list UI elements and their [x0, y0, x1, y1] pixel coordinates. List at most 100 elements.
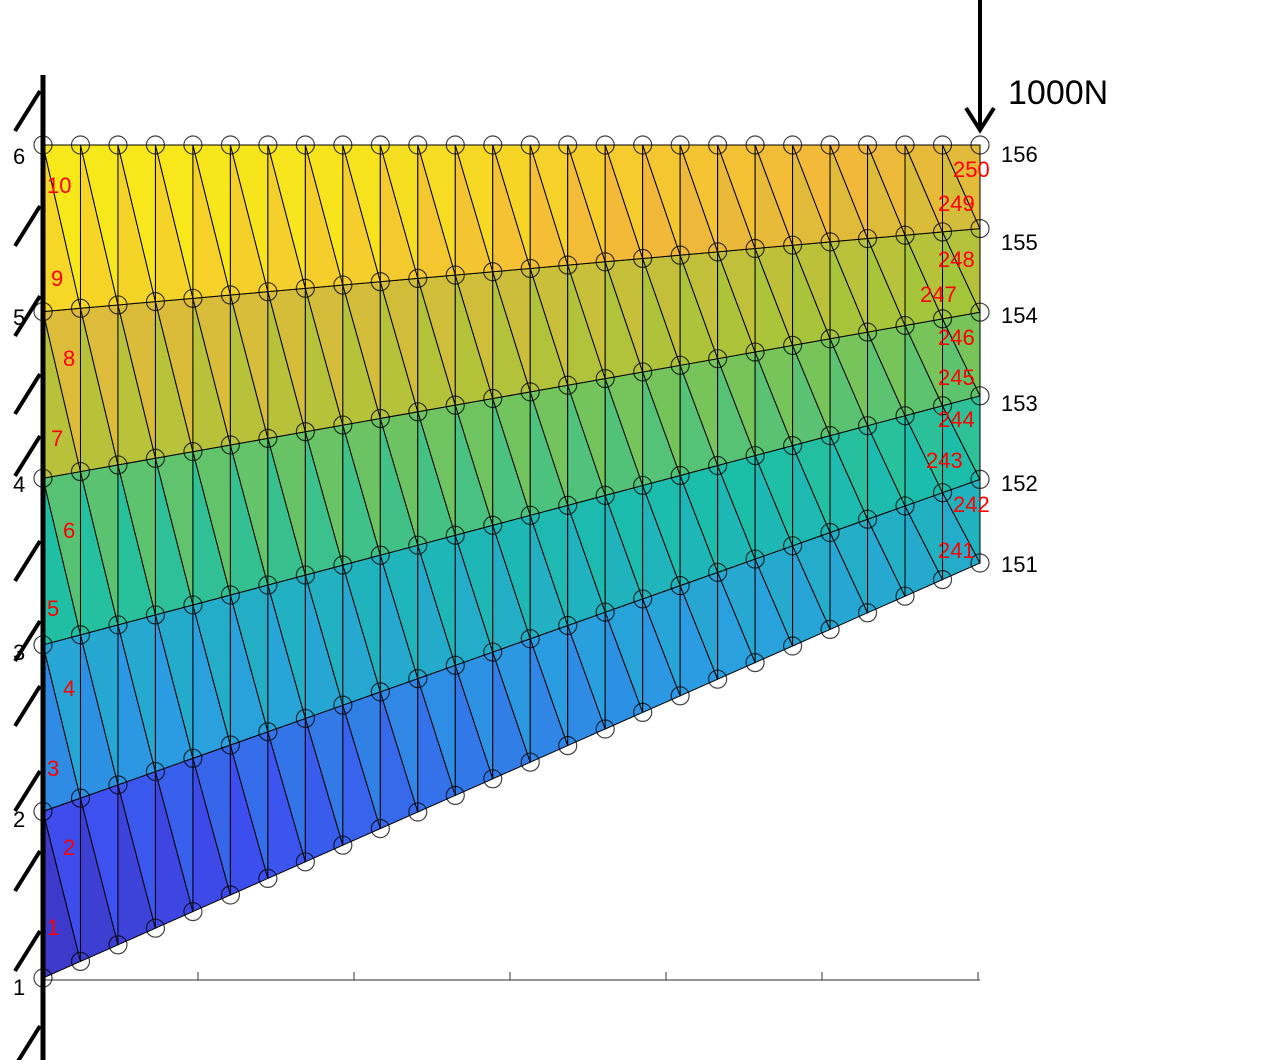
node-marker-111: [708, 455, 728, 476]
node-marker-100: [633, 362, 653, 382]
node-marker-66: [408, 135, 428, 155]
node-marker-5: [33, 302, 53, 322]
node-marker-29: [183, 288, 203, 308]
node-marker-144: [895, 135, 915, 155]
support-hatch-9: [13, 769, 42, 813]
node-marker-24: [145, 135, 166, 155]
node-marker-149: [932, 222, 953, 242]
element-label-248: 248: [938, 247, 975, 272]
element-label-244: 244: [938, 407, 975, 432]
node-marker-80: [520, 629, 540, 649]
node-marker-33: [220, 585, 240, 605]
element-label-246: 246: [938, 325, 975, 350]
element-label-6: 6: [63, 518, 75, 543]
node-marker-154: [970, 302, 990, 322]
element-label-247: 247: [920, 282, 957, 307]
node-marker-43: [295, 852, 315, 872]
bottom-axis: [43, 972, 980, 981]
node-marker-83: [520, 258, 540, 279]
node-marker-150: [932, 135, 953, 155]
node-marker-16: [108, 455, 128, 475]
node-marker-151: [970, 553, 990, 573]
node-marker-76: [483, 388, 503, 409]
node-marker-53: [333, 275, 353, 295]
node-label-4: 4: [13, 472, 25, 497]
node-marker-26: [183, 748, 203, 768]
node-marker-18: [108, 135, 128, 155]
support-hatch-8: [13, 684, 42, 728]
node-marker-25: [183, 901, 203, 922]
node-marker-130: [820, 329, 840, 349]
node-label-6: 6: [13, 144, 25, 169]
node-marker-40: [258, 428, 278, 448]
node-label-2: 2: [13, 807, 25, 832]
element-label-4: 4: [63, 676, 75, 701]
node-marker-106: [670, 355, 690, 375]
node-marker-4: [33, 468, 53, 488]
node-marker-143: [895, 225, 915, 245]
node-marker-28: [183, 442, 203, 462]
node-marker-49: [333, 835, 353, 855]
element-label-9: 9: [51, 266, 63, 291]
node-marker-117: [745, 445, 765, 466]
node-marker-147: [932, 396, 953, 416]
support-hatch-4: [13, 372, 42, 416]
element-label-10: 10: [47, 173, 71, 198]
node-marker-87: [558, 495, 578, 515]
element-label-2: 2: [63, 835, 75, 860]
node-marker-121: [782, 636, 803, 656]
node-marker-109: [708, 669, 728, 689]
support-hatch-1: [13, 89, 42, 133]
node-label-152: 152: [1001, 471, 1038, 496]
node-marker-136: [857, 322, 878, 342]
element-label-1: 1: [47, 915, 59, 940]
element-label-243: 243: [926, 448, 963, 473]
node-marker-7: [70, 951, 91, 972]
node-marker-135: [857, 416, 878, 436]
node-marker-34: [220, 435, 240, 455]
node-marker-120: [745, 135, 765, 155]
node-marker-145: [932, 569, 953, 590]
node-marker-30: [183, 135, 203, 155]
node-marker-1: [33, 968, 53, 988]
node-marker-112: [708, 349, 728, 369]
node-marker-92: [595, 602, 615, 622]
node-marker-56: [370, 682, 390, 702]
node-marker-45: [295, 565, 315, 585]
node-marker-108: [670, 135, 690, 155]
node-marker-91: [595, 719, 615, 739]
node-marker-39: [258, 575, 278, 595]
node-marker-19: [145, 918, 166, 938]
fixed-support: [13, 75, 46, 1060]
node-marker-58: [370, 408, 390, 429]
node-marker-42: [258, 135, 278, 155]
node-marker-23: [145, 292, 166, 312]
node-marker-132: [820, 135, 840, 155]
node-marker-107: [670, 245, 690, 265]
node-markers: [33, 135, 990, 988]
node-marker-89: [558, 255, 578, 275]
node-marker-46: [295, 422, 315, 442]
node-marker-133: [857, 603, 878, 623]
node-marker-140: [895, 496, 915, 516]
node-marker-21: [145, 605, 166, 625]
node-marker-155: [970, 219, 990, 239]
node-marker-3: [33, 635, 53, 655]
mesh-elements: [42, 144, 981, 979]
node-marker-131: [820, 232, 840, 252]
node-marker-110: [708, 562, 728, 582]
node-marker-6: [33, 135, 53, 155]
node-marker-153: [970, 386, 990, 406]
element-label-5: 5: [47, 596, 59, 621]
node-marker-101: [633, 248, 653, 269]
node-marker-69: [445, 525, 465, 545]
node-marker-57: [370, 545, 390, 565]
node-marker-86: [558, 615, 578, 636]
element-label-8: 8: [63, 346, 75, 371]
node-marker-11: [70, 298, 91, 318]
node-marker-93: [595, 485, 615, 505]
node-marker-114: [708, 135, 728, 155]
node-marker-88: [558, 375, 578, 395]
node-marker-139: [895, 586, 915, 606]
